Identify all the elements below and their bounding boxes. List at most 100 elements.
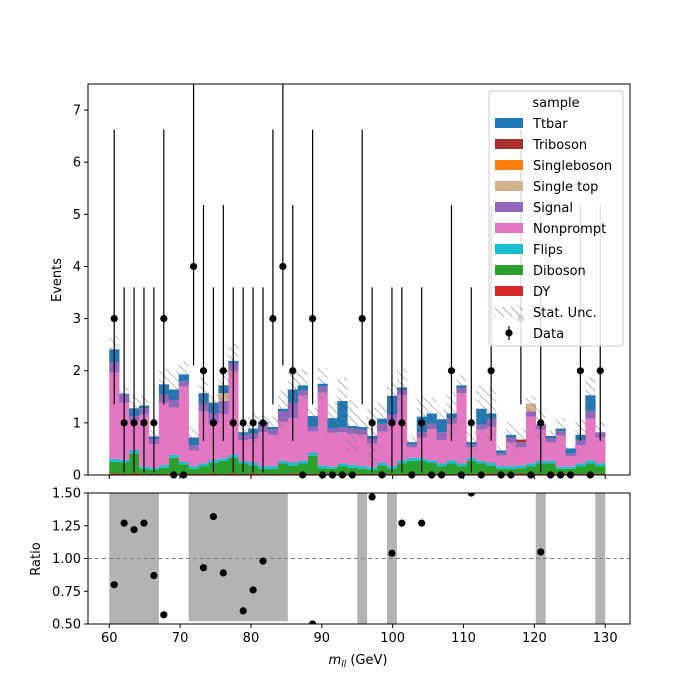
bar-nonprompt	[377, 431, 388, 464]
ratio-panel: 0.50 0.75 1.00 1.25 1.50 60 70 80 90 100 110 120 13…	[29, 487, 631, 670]
main-y-tick-label: 0	[73, 469, 81, 484]
ratio-point	[537, 548, 545, 556]
stat-unc-band	[307, 408, 318, 424]
bar-dy	[307, 473, 318, 475]
bar-nonprompt	[486, 426, 497, 464]
bar-dy	[148, 473, 160, 475]
bar-diboson	[575, 466, 586, 474]
data-point	[140, 419, 148, 427]
ratio-y-tick-label: 1.00	[52, 552, 81, 567]
bar-flips	[178, 461, 189, 465]
legend-entries: Ttbar Triboson Singleboson Single top Signal…	[495, 117, 612, 342]
data-point	[229, 419, 237, 427]
bar-flips	[287, 462, 299, 466]
x-tick-label: 100	[380, 631, 405, 646]
legend-swatch	[495, 202, 523, 212]
ratio-y-axis-label: Ratio	[29, 542, 44, 575]
bar-nonprompt	[565, 456, 576, 467]
bar-flips	[267, 466, 279, 469]
bar-diboson	[426, 463, 437, 474]
stat-unc-band	[555, 418, 566, 440]
x-tick-label: 90	[314, 631, 331, 646]
bar-dy	[466, 473, 477, 475]
bar-dy	[515, 473, 527, 475]
bar-diboson	[406, 460, 418, 474]
bar-flips	[486, 463, 497, 466]
bar-dy	[446, 473, 457, 475]
bar-dy	[575, 473, 586, 475]
bar-flips	[218, 458, 229, 461]
stat-unc-band	[277, 390, 288, 428]
bar-dy	[188, 473, 199, 475]
x-axis-label: mll (GeV)	[329, 653, 388, 670]
bar-diboson	[555, 468, 566, 474]
stat-unc-band	[426, 397, 437, 430]
bar-dy	[109, 473, 120, 475]
bar-dy	[198, 473, 209, 475]
x-axis-label-unit: (GeV)	[346, 653, 387, 668]
ratio-point	[239, 607, 247, 615]
data-point	[467, 419, 475, 427]
bar-flips	[555, 466, 566, 469]
legend-swatch	[495, 223, 523, 233]
ratio-point	[259, 557, 267, 565]
bar-diboson	[317, 468, 328, 474]
stat-unc-band	[525, 395, 536, 412]
bar-signal	[565, 453, 576, 457]
x-tick-label: 110	[451, 631, 476, 646]
legend-label: Single top	[533, 180, 598, 195]
ratio-point	[120, 519, 128, 527]
bar-nonprompt	[515, 447, 527, 466]
bar-diboson	[565, 468, 576, 474]
ratio-point	[418, 519, 426, 527]
legend: sample Ttbar Triboson Singleboson Single to…	[488, 90, 624, 347]
stat-unc-band	[406, 436, 417, 448]
bar-flips	[406, 457, 418, 461]
ratio-point	[160, 611, 168, 619]
bar-nonprompt	[188, 450, 199, 467]
legend-swatch	[495, 286, 523, 296]
bar-diboson	[476, 463, 487, 474]
bar-diboson	[496, 468, 507, 474]
ratio-point	[219, 569, 227, 577]
bar-nonprompt	[506, 442, 517, 467]
bar-flips	[317, 465, 328, 469]
bar-diboson	[456, 466, 467, 474]
bar-dy	[287, 473, 299, 475]
data-point	[398, 419, 406, 427]
main-y-axis-label: Events	[50, 258, 65, 302]
data-point	[209, 419, 218, 427]
stat-unc-band	[506, 421, 516, 448]
main-panel: 0 1 2 3 4 5 6 7 Events	[50, 83, 631, 484]
main-y-tick-label: 2	[73, 364, 81, 379]
bar-flips	[377, 463, 388, 466]
ratio-y-tick-label: 0.75	[52, 585, 81, 600]
stat-unc-band	[565, 445, 576, 452]
legend-label: Nonprompt	[533, 222, 606, 237]
bar-dy	[238, 473, 249, 475]
bar-diboson	[357, 468, 368, 474]
bar-flips	[575, 463, 586, 467]
main-y-tick-label: 4	[73, 260, 81, 275]
bar-diboson	[347, 467, 358, 474]
bar-dy	[595, 473, 606, 475]
bar-flips	[446, 460, 457, 464]
bar-flips	[496, 466, 507, 469]
bar-nonprompt	[277, 421, 289, 461]
ratio-point	[150, 571, 158, 580]
bar-signal	[525, 411, 537, 417]
data-point	[308, 315, 317, 323]
bar-nonprompt	[456, 393, 467, 464]
data-point	[239, 419, 247, 427]
bar-dy	[535, 473, 546, 475]
ratio-point	[209, 512, 218, 521]
ratio-point	[368, 493, 376, 501]
legend-label: Diboson	[533, 264, 586, 279]
legend-label: Stat. Unc.	[533, 306, 597, 321]
legend-label: Ttbar	[532, 117, 568, 132]
bar-nonprompt	[109, 372, 120, 459]
ratio-point	[199, 564, 208, 572]
ratio-point	[398, 519, 406, 527]
bar-diboson	[585, 463, 596, 474]
